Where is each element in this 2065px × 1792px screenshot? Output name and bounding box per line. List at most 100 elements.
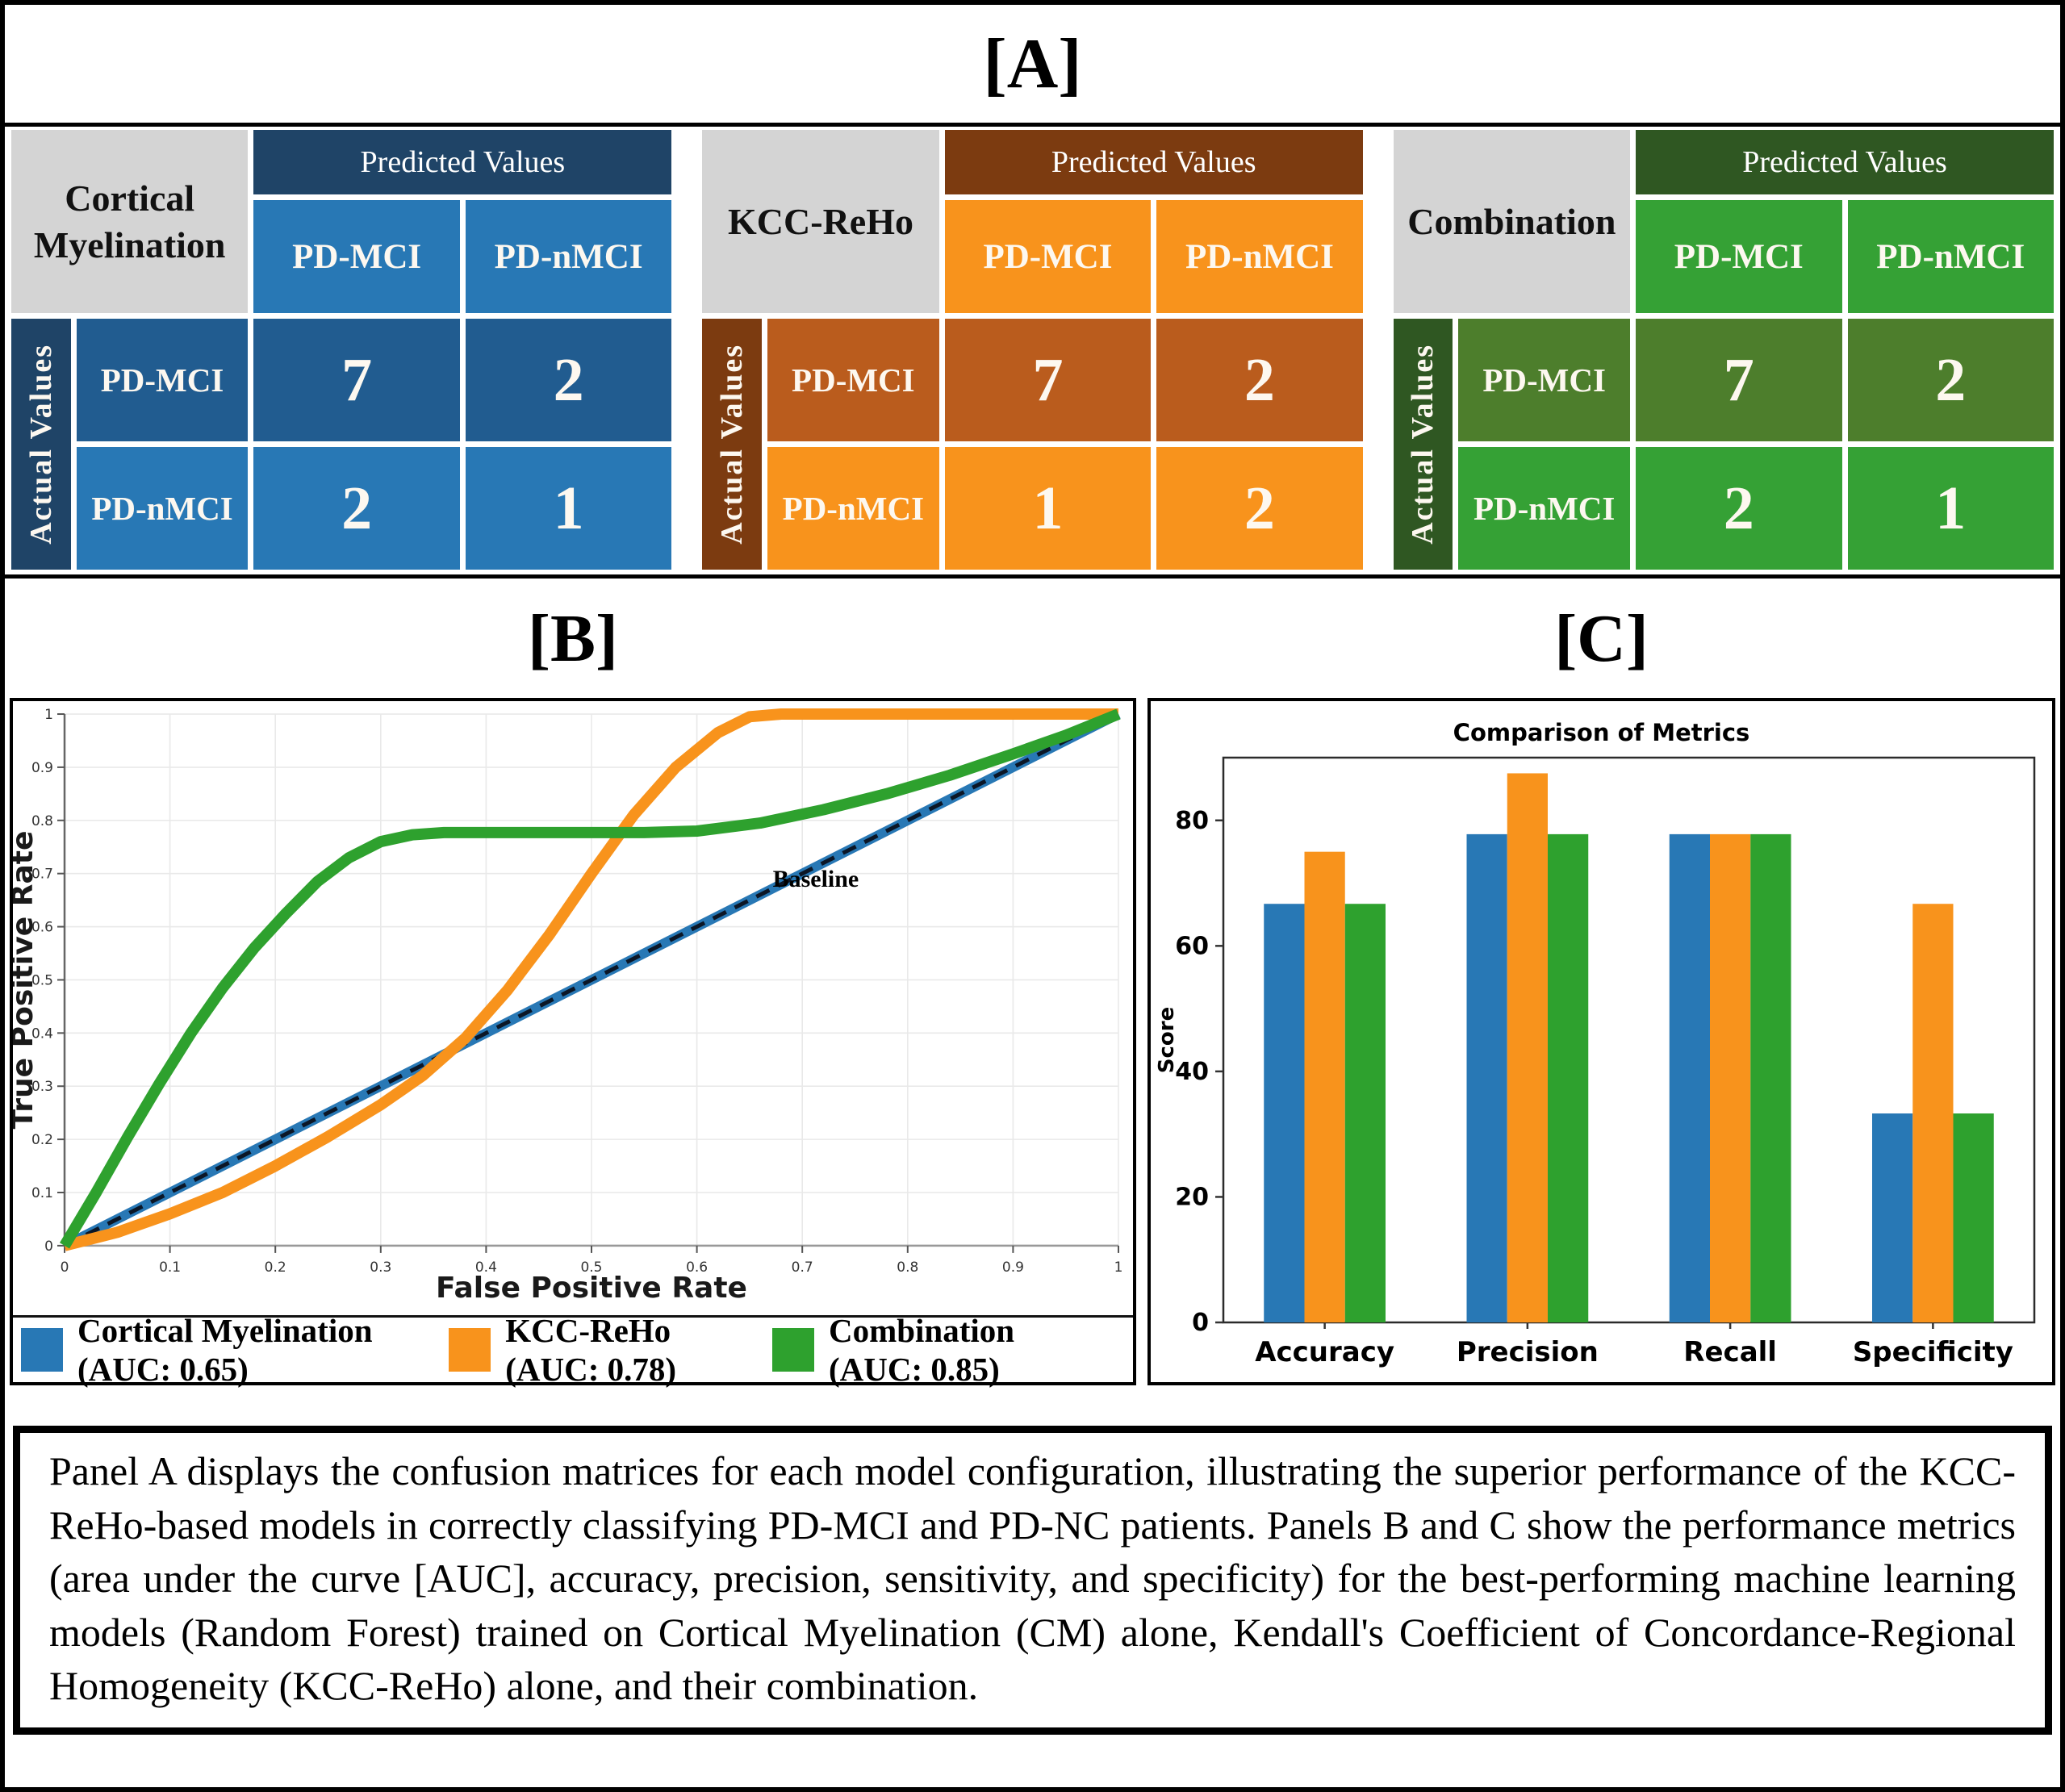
legend-swatch-blue: [21, 1328, 63, 1372]
predicted-values-header: Predicted Values: [1636, 130, 2054, 194]
bar-kcc-reho-precision: [1507, 773, 1548, 1322]
matrix-value: 7: [253, 319, 460, 441]
roc-legend: Cortical Myelination (AUC: 0.65) KCC-ReH…: [13, 1312, 1133, 1388]
col-header-pd-nmci: PD-nMCI: [465, 200, 672, 313]
matrix-value: 7: [1636, 319, 1842, 441]
x-tick-label: 0.2: [265, 1259, 286, 1276]
predicted-values-header: Predicted Values: [253, 130, 672, 194]
legend-label: KCC-ReHo (AUC: 0.78): [505, 1312, 677, 1388]
bar-kcc-reho-accuracy: [1304, 851, 1345, 1322]
y-tick-label: 0.8: [31, 813, 53, 829]
row-header-pd-nmci: PD-nMCI: [1458, 447, 1631, 570]
legend-label: Cortical Myelination (AUC: 0.65): [77, 1312, 373, 1388]
y-tick-label: 0.2: [31, 1132, 53, 1148]
matrix-value: 1: [944, 447, 1152, 570]
y-tick-label: 20: [1175, 1183, 1209, 1211]
baseline-annotation: Baseline: [773, 866, 859, 892]
y-tick-label: 0.3: [31, 1079, 53, 1095]
matrix-value: 1: [1847, 447, 2054, 570]
actual-values-label: Actual Values: [702, 319, 762, 570]
y-tick-label: 0.6: [31, 920, 53, 936]
x-tick-label: 0: [61, 1259, 69, 1276]
panels-b-c-row: [B] 0 0.1 0.2 0.3 0.4 0.5 0.6 0.7 0.8 0.9 1 0 0.1 0.2…: [5, 579, 2060, 1388]
col-header-pd-mci: PD-MCI: [944, 200, 1152, 313]
legend-item-kcc-reho: KCC-ReHo (AUC: 0.78): [449, 1311, 772, 1389]
y-tick-label: 0: [1192, 1309, 1209, 1337]
y-tick-label: 0.4: [31, 1025, 53, 1042]
matrix-value: 2: [465, 319, 672, 441]
actual-values-label: Actual Values: [11, 319, 71, 570]
matrix-title: Cortical Myelination: [11, 130, 249, 313]
y-tick-label: 80: [1175, 807, 1209, 835]
col-header-pd-mci: PD-MCI: [253, 200, 460, 313]
y-axis-label: True Positive Rate: [13, 831, 40, 1130]
legend-item-combination: Combination (AUC: 0.85): [771, 1311, 1112, 1389]
y-tick-label: 40: [1175, 1058, 1209, 1086]
matrix-value: 2: [1847, 319, 2054, 441]
confusion-matrix-cortical-myelination: Cortical Myelination Predicted Values PD…: [11, 130, 672, 570]
roc-panel: 0 0.1 0.2 0.3 0.4 0.5 0.6 0.7 0.8 0.9 1 0 0.1 0.2 0.3 0…: [10, 698, 1136, 1388]
row-header-pd-mci: PD-MCI: [767, 319, 939, 441]
matrix-value: 2: [1156, 319, 1363, 441]
y-tick-label: 0.7: [31, 867, 53, 883]
y-tick-label: 60: [1175, 932, 1209, 960]
x-tick-label: 0.4: [475, 1259, 497, 1276]
bar-combination-accuracy: [1344, 904, 1386, 1322]
matrix-title: KCC-ReHo: [702, 130, 939, 313]
row-header-pd-nmci: PD-nMCI: [767, 447, 939, 570]
legend-item-cortical-myelination: Cortical Myelination (AUC: 0.65): [21, 1311, 449, 1389]
bar-cortical-myelination-precision: [1466, 833, 1507, 1322]
predicted-values-header: Predicted Values: [944, 130, 1363, 194]
confusion-matrix-combination: Combination Predicted Values PD-MCI PD-n…: [1393, 130, 2054, 570]
bar-plot: 0 20 40 60 80 Score Accuracy Precision Recall Spe…: [1151, 746, 2052, 1382]
row-header-pd-nmci: PD-nMCI: [76, 447, 249, 570]
x-axis-label: False Positive Rate: [436, 1272, 747, 1305]
category-label-precision: Precision: [1457, 1336, 1599, 1368]
panel-c-column: [C] Comparison of Metrics 0 20 40 60 80 Score…: [1147, 579, 2055, 1385]
panel-b-column: [B] 0 0.1 0.2 0.3 0.4 0.5 0.6 0.7 0.8 0.9 1 0 0.1 0.2…: [10, 579, 1136, 1388]
x-tick-label: 0.9: [1002, 1259, 1024, 1276]
row-header-pd-mci: PD-MCI: [1458, 319, 1631, 441]
matrix-value: 7: [944, 319, 1152, 441]
x-tick-label: 0.1: [159, 1259, 181, 1276]
x-tick-label: 0.3: [370, 1259, 391, 1276]
actual-values-label: Actual Values: [1393, 319, 1453, 570]
matrix-value: 2: [253, 447, 460, 570]
y-tick-label: 1: [44, 707, 53, 723]
legend-swatch-orange: [449, 1328, 491, 1372]
y-tick-label: 0.1: [31, 1185, 53, 1201]
panel-a-title: [A]: [983, 24, 1082, 103]
roc-curve-combination-auc-0-85: [59, 708, 1121, 1249]
confusion-matrix-kcc-reho: KCC-ReHo Predicted Values PD-MCI PD-nMCI…: [702, 130, 1363, 570]
bar-cortical-myelination-accuracy: [1264, 904, 1305, 1322]
matrix-value: 2: [1636, 447, 1842, 570]
row-header-pd-mci: PD-MCI: [76, 319, 249, 441]
bar-chart-title: Comparison of Metrics: [1453, 719, 1750, 746]
x-tick-label: 0.6: [686, 1259, 708, 1276]
x-tick-label: 1: [1114, 1259, 1123, 1276]
bar-svg: 0 20 40 60 80 Score Accuracy Precision Recall Spe…: [1155, 756, 2036, 1368]
panel-c-title: [C]: [1554, 600, 1649, 676]
col-header-pd-mci: PD-MCI: [1636, 200, 1842, 313]
legend-swatch-green: [771, 1328, 814, 1372]
bar-combination-specificity: [1953, 1113, 1994, 1322]
figure-caption-box: Panel A displays the confusion matrices …: [13, 1426, 2052, 1735]
y-axis-label: Score: [1155, 1007, 1179, 1073]
category-label-accuracy: Accuracy: [1255, 1336, 1394, 1368]
legend-label: Combination (AUC: 0.85): [828, 1312, 1015, 1388]
bar-combination-recall: [1750, 833, 1791, 1322]
x-tick-label: 0.5: [580, 1259, 602, 1276]
roc-curve-baseline: [63, 712, 1120, 1248]
roc-curve-kcc-reho-auc-0-78: [63, 708, 1118, 1251]
matrix-value: 2: [1156, 447, 1363, 570]
category-label-recall: Recall: [1683, 1336, 1777, 1368]
bar-kcc-reho-recall: [1710, 833, 1751, 1322]
col-header-pd-nmci: PD-nMCI: [1156, 200, 1363, 313]
bar-kcc-reho-specificity: [1912, 904, 1954, 1322]
matrix-title: Combination: [1393, 130, 1631, 313]
bar-combination-precision: [1548, 833, 1589, 1322]
x-tick-label: 0.7: [792, 1259, 813, 1276]
y-tick-label: 0.5: [31, 972, 53, 988]
bar-cortical-myelination-specificity: [1872, 1113, 1913, 1322]
